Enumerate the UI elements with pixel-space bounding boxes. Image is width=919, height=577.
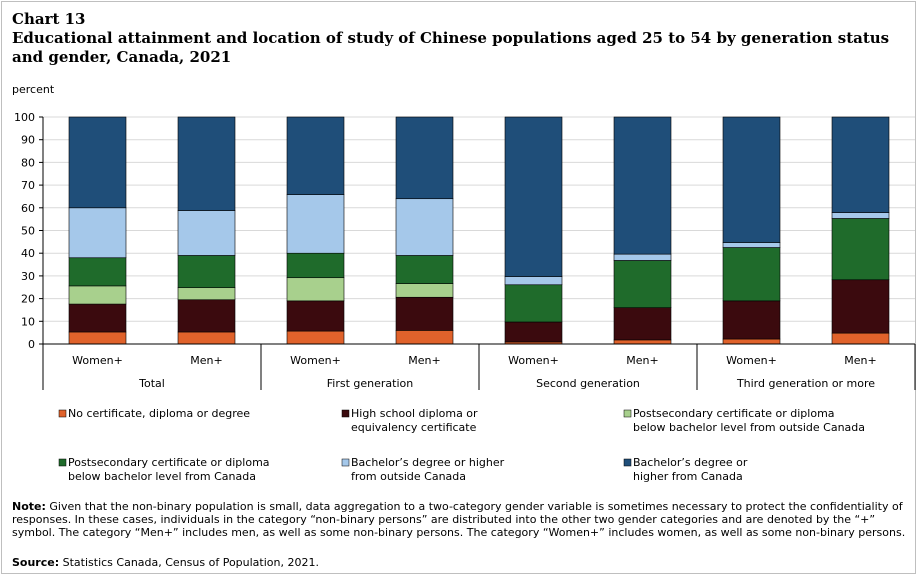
bar-segment xyxy=(395,330,454,345)
y-tick-label: 90 xyxy=(21,134,35,147)
bar-segment xyxy=(395,283,454,298)
y-axis-label: percent xyxy=(12,83,55,96)
legend-swatch xyxy=(58,458,67,467)
bar-segment xyxy=(68,285,127,305)
x-tick-label: Women+ xyxy=(290,354,341,367)
source-label: Source: xyxy=(12,556,60,569)
bar-segment xyxy=(722,300,781,340)
group-label: Second generation xyxy=(536,377,640,390)
bar-segment xyxy=(504,276,563,286)
title-block: Chart 13 Educational attainment and loca… xyxy=(12,10,912,67)
legend-label: Postsecondary certificate or diploma xyxy=(68,456,270,469)
x-tick-label: Men+ xyxy=(626,354,658,367)
legend-swatch xyxy=(623,458,632,467)
x-tick-label: Men+ xyxy=(190,354,222,367)
y-tick-label: 0 xyxy=(28,338,35,351)
legend-label: High school diploma or xyxy=(351,407,478,420)
note: Note: Given that the non-binary populati… xyxy=(12,500,907,539)
bar-segment xyxy=(286,116,345,195)
bar-segment xyxy=(177,116,236,211)
y-tick-label: 80 xyxy=(21,156,35,169)
x-tick-label: Women+ xyxy=(508,354,559,367)
bar-segment xyxy=(613,260,672,308)
legend-label-line2: equivalency certificate xyxy=(351,421,477,434)
bar-segment xyxy=(831,116,890,213)
legend-label: Bachelor’s degree or higher xyxy=(351,456,505,469)
y-tick-label: 70 xyxy=(21,179,35,192)
x-tick-label: Men+ xyxy=(408,354,440,367)
bar-segment xyxy=(831,332,890,345)
legend-label-line2: below bachelor level from outside Canada xyxy=(633,421,865,434)
y-tick-label: 60 xyxy=(21,202,35,215)
source-text: Statistics Canada, Census of Population,… xyxy=(59,556,319,569)
bar-segment xyxy=(177,299,236,333)
bar-segment xyxy=(613,116,672,255)
note-text: Given that the non-binary population is … xyxy=(12,500,906,539)
bar-segment xyxy=(177,255,236,289)
bar-segment xyxy=(831,279,890,334)
legend-swatch xyxy=(341,409,350,418)
y-tick-label: 30 xyxy=(21,270,35,283)
legend-label-line2: higher from Canada xyxy=(633,470,743,483)
bar-segment xyxy=(286,300,345,332)
legend-label-line2: below bachelor level from Canada xyxy=(68,470,256,483)
bar-segment xyxy=(722,242,781,248)
bar-segment xyxy=(395,198,454,256)
bar-segment xyxy=(286,330,345,345)
legend-swatch xyxy=(623,409,632,418)
note-label: Note: xyxy=(12,500,46,513)
stacked-bar-chart: 0 10 20 30 40 50 60 70 80 90 100 Women+ Men+ Women+ Me… xyxy=(14,111,916,483)
y-tick-label: 20 xyxy=(21,293,35,306)
group-label: First generation xyxy=(327,377,413,390)
chart-number: Chart 13 xyxy=(12,10,86,28)
legend-label: Bachelor’s degree or xyxy=(633,456,748,469)
x-tick-label: Women+ xyxy=(72,354,123,367)
bar-segment xyxy=(68,116,127,209)
bar-segment xyxy=(395,296,454,331)
y-tick-label: 50 xyxy=(21,225,35,238)
y-tick-label: 40 xyxy=(21,247,35,260)
bar-segment xyxy=(286,252,345,279)
source: Source: Statistics Canada, Census of Pop… xyxy=(12,556,319,569)
bar-segment xyxy=(722,247,781,302)
bar-segment xyxy=(286,194,345,254)
bar-segment xyxy=(613,307,672,341)
legend-swatch xyxy=(341,458,350,467)
group-label: Total xyxy=(138,377,165,390)
bar-segment xyxy=(504,284,563,323)
y-tick-label: 100 xyxy=(14,111,35,124)
bar-segment xyxy=(613,253,672,261)
group-label: Third generation or more xyxy=(736,377,875,390)
bar-segment xyxy=(831,212,890,219)
bar-segment xyxy=(177,331,236,345)
bar-segment xyxy=(68,207,127,259)
bar-segment xyxy=(68,257,127,287)
legend-label: Postsecondary certificate or diploma xyxy=(633,407,835,420)
bar-segment xyxy=(722,338,781,345)
bar-segment xyxy=(722,116,781,243)
x-tick-label: Men+ xyxy=(844,354,876,367)
legend-label: No certificate, diploma or degree xyxy=(68,407,250,420)
bar-segment xyxy=(177,287,236,301)
bar-segment xyxy=(613,339,672,345)
bar-segment xyxy=(68,303,127,333)
bar-segment xyxy=(504,321,563,343)
bar-segment xyxy=(177,210,236,256)
x-tick-label: Women+ xyxy=(726,354,777,367)
bar-segment xyxy=(831,218,890,281)
bar-segment xyxy=(286,277,345,302)
bar-segment xyxy=(504,116,563,277)
bar-segment xyxy=(395,116,454,200)
legend-label-line2: from outside Canada xyxy=(351,470,466,483)
bar-segment xyxy=(395,255,454,284)
y-tick-label: 10 xyxy=(21,315,35,328)
legend-swatch xyxy=(58,409,67,418)
chart-title: Educational attainment and location of s… xyxy=(12,29,890,66)
bar-segment xyxy=(68,331,127,345)
